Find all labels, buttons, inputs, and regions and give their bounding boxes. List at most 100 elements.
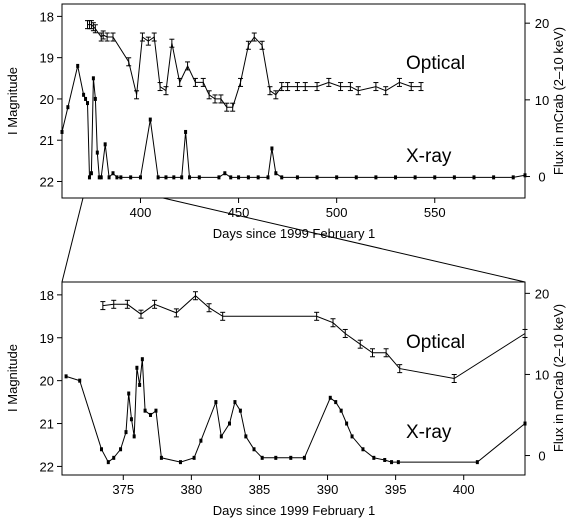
top-y-right-tick-label: 10 bbox=[535, 93, 549, 108]
bottom-x-ray-point bbox=[127, 391, 131, 396]
bottom-x-tick-label: 385 bbox=[249, 482, 271, 497]
bottom-x-ray-point bbox=[132, 434, 136, 439]
top-y-axis-title-left: I Magnitude bbox=[5, 67, 20, 135]
top-optical-point bbox=[294, 82, 300, 92]
bottom-x-ray-point bbox=[260, 455, 264, 460]
top-x-ray-point bbox=[246, 175, 250, 180]
bottom-panel: 375 380 385 390 395 400 18 19 20 21 22 0 10 20 Optica… bbox=[5, 281, 566, 518]
top-x-ray-point bbox=[103, 142, 107, 147]
bottom-y-right-tick-label: 0 bbox=[538, 449, 545, 464]
bottom-x-tick-label: 395 bbox=[385, 482, 407, 497]
bottom-optical-point bbox=[173, 308, 179, 318]
bottom-x-ray-point bbox=[289, 455, 293, 460]
top-x-ray-point bbox=[84, 96, 88, 101]
bottom-x-ray-point bbox=[372, 455, 376, 460]
top-optical-point bbox=[145, 36, 151, 46]
top-x-ray-point bbox=[172, 175, 176, 180]
top-y-right-tick-label: 0 bbox=[538, 170, 545, 185]
bottom-x-ray-point bbox=[99, 447, 103, 452]
bottom-x-ray-point bbox=[154, 408, 158, 413]
bottom-x-ray-point bbox=[274, 455, 278, 460]
bottom-optical-point bbox=[314, 311, 320, 321]
top-optical-point bbox=[163, 86, 169, 96]
top-x-tick-label: 550 bbox=[424, 205, 446, 220]
bottom-x-tick-label: 400 bbox=[453, 482, 475, 497]
top-optical-point bbox=[134, 90, 140, 100]
top-optical-point bbox=[104, 32, 110, 42]
bottom-optical-point bbox=[192, 291, 198, 301]
bottom-axes: 375 380 385 390 395 400 18 19 20 21 22 0 10 20 bbox=[40, 286, 550, 497]
top-optical-point bbox=[355, 86, 361, 96]
top-x-ray-point bbox=[472, 175, 476, 180]
bottom-x-ray-point bbox=[396, 460, 400, 465]
top-x-ray-point bbox=[76, 63, 80, 68]
top-optical-point bbox=[396, 77, 402, 87]
bottom-x-ray-point bbox=[219, 434, 223, 439]
bottom-optical-point bbox=[451, 374, 457, 383]
zoom-connector-right bbox=[162, 197, 526, 283]
bottom-x-ray-point bbox=[334, 400, 338, 405]
bottom-x-ray-point bbox=[238, 408, 242, 413]
top-y-left-tick-label: 19 bbox=[40, 51, 54, 66]
top-optical-point bbox=[110, 32, 116, 42]
top-optical-point bbox=[169, 38, 175, 48]
top-series-x-ray-line bbox=[61, 65, 526, 179]
top-y-left-tick-label: 20 bbox=[40, 92, 54, 107]
top-optical-point bbox=[177, 77, 183, 87]
bottom-x-ray-point bbox=[135, 365, 139, 370]
top-x-ray-point bbox=[280, 175, 284, 180]
top-x-axis-title: Days since 1999 February 1 bbox=[213, 226, 376, 241]
top-x-ray-point bbox=[354, 175, 358, 180]
bottom-x-ray-point bbox=[227, 421, 231, 426]
top-x-ray-point bbox=[274, 171, 278, 176]
top-x-tick-label: 400 bbox=[130, 205, 152, 220]
top-x-ray-point bbox=[156, 175, 160, 180]
bottom-y-axis-title-right: Flux in mCrab (2–10 keV) bbox=[551, 304, 566, 452]
bottom-y-axis-title-left: I Magnitude bbox=[5, 344, 20, 412]
bottom-optical-point bbox=[357, 339, 363, 349]
top-optical-point bbox=[285, 82, 291, 92]
top-y-left-tick-label: 22 bbox=[40, 174, 54, 189]
top-x-ray-point bbox=[394, 175, 398, 180]
bottom-x-ray-point bbox=[302, 455, 306, 460]
top-optical-point bbox=[100, 30, 106, 40]
top-optical-point bbox=[383, 86, 389, 96]
top-axes: 400 450 500 550 18 19 20 21 22 0 10 20 bbox=[40, 9, 550, 220]
top-x-ray-point bbox=[138, 175, 142, 180]
bottom-x-ray-point bbox=[383, 457, 387, 462]
top-x-ray-point bbox=[270, 146, 274, 151]
bottom-x-ray-point bbox=[244, 434, 248, 439]
top-x-ray-point bbox=[66, 105, 70, 110]
bottom-annotation-xray: X-ray bbox=[406, 422, 452, 443]
top-x-ray-point bbox=[413, 175, 417, 180]
bottom-x-ray-point bbox=[390, 460, 394, 465]
top-optical-point bbox=[245, 40, 251, 50]
top-optical-point bbox=[212, 94, 218, 104]
bottom-y-left-tick-label: 21 bbox=[40, 417, 54, 432]
top-optical-point bbox=[206, 90, 212, 100]
bottom-x-ray-point bbox=[252, 447, 256, 452]
bottom-optical-point bbox=[397, 364, 403, 374]
bottom-y-right-tick-label: 10 bbox=[535, 367, 549, 382]
top-x-ray-point bbox=[89, 171, 93, 176]
bottom-x-ray-point bbox=[339, 408, 343, 413]
top-plot-frame bbox=[61, 3, 526, 199]
bottom-x-ray-point bbox=[112, 455, 116, 460]
top-x-ray-point bbox=[374, 175, 378, 180]
bottom-x-ray-point bbox=[64, 374, 68, 379]
top-x-ray-point bbox=[164, 175, 168, 180]
top-optical-point bbox=[218, 94, 224, 104]
top-annotation-xray: X-ray bbox=[406, 146, 452, 167]
bottom-y-left-tick-label: 22 bbox=[40, 459, 54, 474]
top-optical-point bbox=[314, 82, 320, 92]
bottom-optical-point bbox=[369, 348, 375, 358]
bottom-optical-point bbox=[383, 348, 389, 358]
top-x-ray-point bbox=[237, 175, 241, 180]
top-x-ray-point bbox=[197, 175, 201, 180]
top-y-right-tick-label: 20 bbox=[535, 16, 549, 31]
top-optical-point bbox=[200, 77, 206, 87]
bottom-plot-frame bbox=[61, 281, 526, 476]
top-optical-point bbox=[418, 82, 424, 92]
bottom-y-left-tick-label: 20 bbox=[40, 374, 54, 389]
top-optical-point bbox=[267, 86, 273, 96]
